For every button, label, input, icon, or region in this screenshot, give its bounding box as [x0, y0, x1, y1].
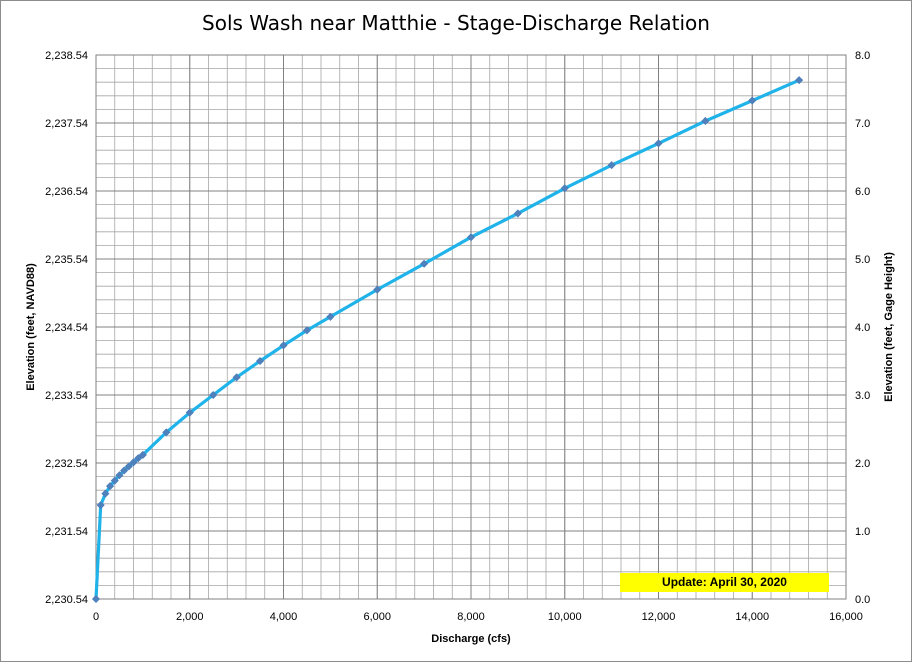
y-right-tick-label: 7.0 — [855, 118, 870, 130]
data-point-marker — [256, 356, 265, 366]
y-left-tick-label: 2,238.54 — [45, 50, 88, 62]
data-point-marker — [326, 312, 335, 321]
y-left-tick-label: 2,236.54 — [45, 186, 88, 198]
x-tick-label: 14,000 — [735, 611, 769, 623]
y-right-tick-label: 1.0 — [855, 526, 870, 538]
chart-title: Sols Wash near Matthie - Stage-Discharge… — [202, 11, 710, 35]
y-right-tick-label: 8.0 — [855, 50, 870, 62]
data-point-marker — [91, 594, 101, 604]
data-point-marker — [120, 466, 129, 475]
data-point-marker — [232, 373, 241, 382]
data-point-marker — [607, 161, 616, 170]
data-point-marker — [106, 482, 115, 491]
y-left-tick-label: 2,230.54 — [45, 594, 88, 606]
data-point-marker — [748, 96, 757, 105]
data-point-marker — [420, 259, 429, 268]
data-point-marker — [134, 454, 143, 463]
x-tick-label: 8,000 — [457, 611, 485, 623]
data-point-marker — [795, 76, 804, 85]
x-tick-label: 4,000 — [270, 611, 298, 623]
y-left-tick-label: 2,231.54 — [45, 526, 88, 538]
y-left-axis-label: Elevation (feet, NAVD88) — [25, 263, 37, 391]
x-tick-label: 12,000 — [642, 611, 676, 623]
data-point-marker — [209, 390, 218, 400]
x-tick-label: 2,000 — [176, 611, 204, 623]
y-right-tick-label: 0.0 — [855, 594, 870, 606]
data-point-marker — [185, 408, 194, 417]
y-left-tick-label: 2,237.54 — [45, 118, 88, 130]
data-point-marker — [129, 458, 138, 467]
grid-lines — [96, 55, 846, 599]
y-right-tick-labels: 0.0 1.0 2.0 3.0 4.0 5.0 6.0 7.0 8.0 — [855, 50, 870, 606]
y-right-tick-label: 2.0 — [855, 458, 870, 470]
data-point-marker — [101, 489, 110, 498]
y-right-tick-label: 6.0 — [855, 186, 870, 198]
data-point-marker — [466, 233, 476, 242]
rating-curve-series — [91, 76, 804, 604]
x-tick-label: 16,000 — [829, 611, 863, 623]
x-tick-labels: 0 2,000 4,000 6,000 8,000 10,000 12,000 14,000 1… — [93, 611, 863, 623]
data-point-marker — [513, 209, 522, 218]
y-left-tick-label: 2,235.54 — [45, 254, 88, 266]
y-left-tick-label: 2,234.54 — [45, 322, 88, 334]
data-point-marker — [560, 184, 569, 193]
data-point-marker — [124, 462, 133, 471]
data-point-marker — [115, 471, 124, 480]
data-point-marker — [279, 341, 288, 350]
y-right-axis-label: Elevation (feet, Gage Height) — [883, 252, 895, 402]
x-tick-label: 0 — [93, 611, 99, 623]
axes — [95, 54, 847, 600]
data-point-marker — [302, 326, 311, 335]
plot-area-border — [95, 54, 847, 600]
y-left-tick-labels: 2,230.54 2,231.54 2,232.54 2,233.54 2,234.54… — [45, 50, 88, 606]
y-left-tick-label: 2,233.54 — [45, 390, 88, 402]
y-right-tick-label: 5.0 — [855, 254, 870, 266]
x-axis-label: Discharge (cfs) — [431, 633, 511, 645]
data-point-marker — [654, 139, 663, 148]
y-right-tick-label: 3.0 — [855, 390, 870, 402]
y-left-tick-label: 2,232.54 — [45, 458, 88, 470]
x-tick-label: 10,000 — [548, 611, 582, 623]
data-point-marker — [96, 501, 105, 510]
data-point-marker — [701, 116, 710, 125]
x-tick-label: 6,000 — [363, 611, 391, 623]
data-point-marker — [110, 476, 119, 485]
data-point-marker — [373, 285, 382, 294]
update-note: Update: April 30, 2020 — [620, 573, 829, 592]
data-point-marker — [138, 450, 147, 459]
series-line — [94, 78, 801, 601]
y-right-tick-label: 4.0 — [855, 322, 870, 334]
data-point-marker — [162, 428, 171, 437]
